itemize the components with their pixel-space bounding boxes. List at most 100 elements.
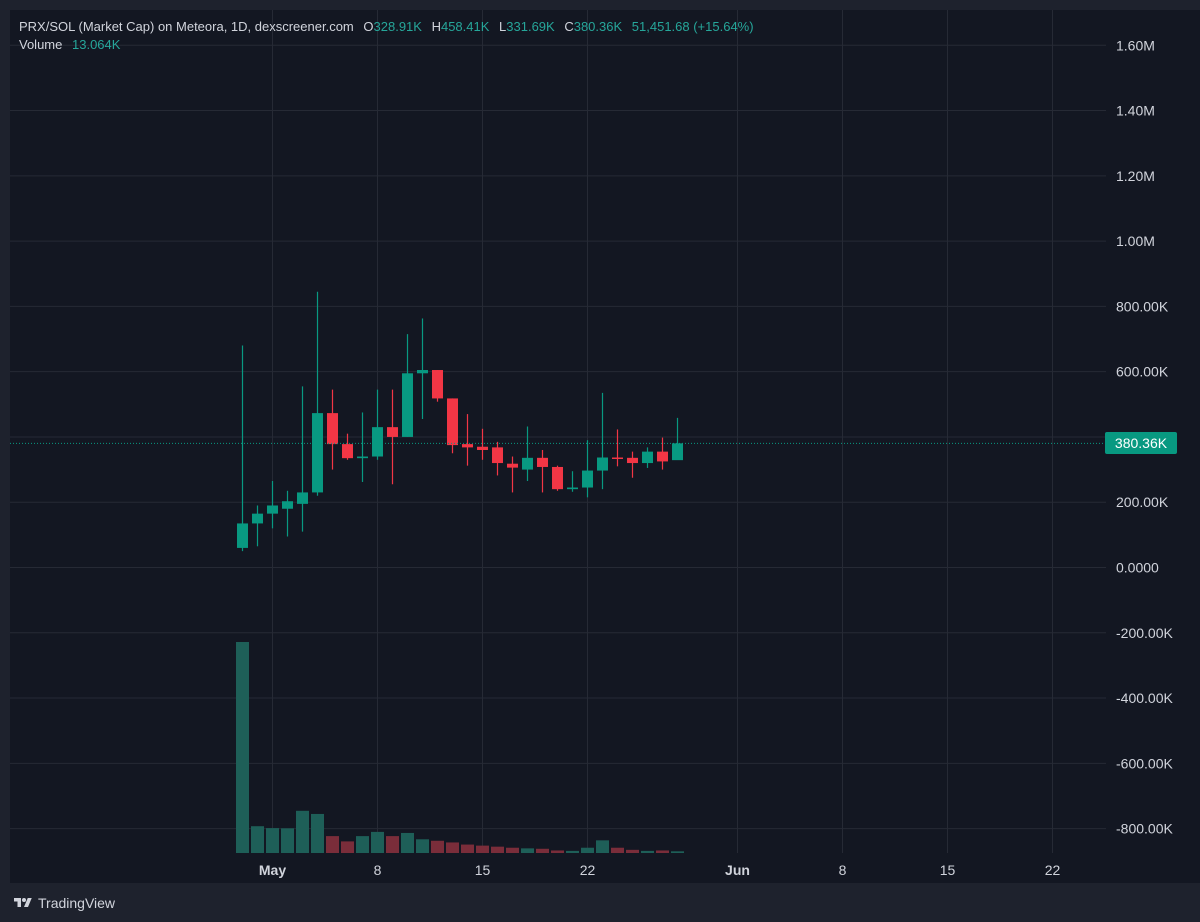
grid — [10, 10, 1106, 853]
volume-bar — [506, 847, 519, 853]
candle-body — [372, 427, 383, 457]
close-key: C — [564, 19, 574, 34]
candle[interactable] — [477, 428, 488, 460]
tradingview-brand[interactable]: TradingView — [12, 895, 115, 911]
price-tick-label: -800.00K — [1116, 821, 1173, 837]
ohlc-row: PRX/SOL (Market Cap) on Meteora, 1D, dex… — [19, 18, 754, 36]
volume-bar — [626, 849, 639, 853]
time-tick-label: 15 — [475, 862, 491, 878]
candle-body — [267, 505, 278, 514]
candle[interactable] — [297, 386, 308, 532]
price-tick-label: 1.60M — [1116, 37, 1155, 53]
time-tick-label: 22 — [580, 862, 596, 878]
candle[interactable] — [417, 318, 428, 419]
candle-body — [402, 373, 413, 437]
candle[interactable] — [237, 345, 248, 552]
volume-series — [236, 642, 684, 853]
candle[interactable] — [342, 433, 353, 460]
time-scale[interactable]: May 8 15 22 Jun 8 15 22 — [10, 853, 1106, 883]
candle[interactable] — [462, 414, 473, 466]
price-axis: 1.60M1.40M1.20M1.00M800.00K600.00K400.00… — [1116, 37, 1173, 837]
candle[interactable] — [432, 370, 443, 402]
high-value: 458.41K — [440, 19, 490, 34]
candle[interactable] — [507, 456, 518, 493]
candle[interactable] — [597, 392, 608, 490]
candlestick-series[interactable] — [237, 291, 683, 552]
candle[interactable] — [267, 481, 278, 529]
volume-bar — [491, 846, 504, 853]
volume-bar — [266, 828, 279, 853]
price-tick-label: -600.00K — [1116, 755, 1173, 771]
candle[interactable] — [357, 412, 368, 482]
volume-row: Volume 13.064K — [19, 36, 754, 54]
volume-bar — [611, 847, 624, 853]
candle[interactable] — [312, 291, 323, 496]
price-tick-label: 0.0000 — [1116, 560, 1159, 576]
candle-body — [447, 398, 458, 446]
candle-body — [432, 370, 443, 399]
volume-bar — [281, 828, 294, 853]
candle-body — [342, 444, 353, 459]
candle-body — [312, 413, 323, 493]
time-tick-label: 22 — [1045, 862, 1061, 878]
volume-bar — [461, 844, 474, 853]
candle-body — [612, 457, 623, 460]
candle-body — [627, 457, 638, 464]
candle[interactable] — [447, 398, 458, 454]
chart-pane[interactable]: PRX/SOL (Market Cap) on Meteora, 1D, dex… — [10, 10, 1106, 853]
footer: TradingView — [0, 883, 1200, 922]
candle[interactable] — [387, 389, 398, 485]
volume-bar — [671, 851, 684, 853]
candle[interactable] — [522, 426, 533, 482]
price-scale[interactable]: 1.60M1.40M1.20M1.00M800.00K600.00K400.00… — [1106, 10, 1200, 853]
candle[interactable] — [327, 389, 338, 470]
candle-body — [282, 501, 293, 509]
price-tick-label: 800.00K — [1116, 298, 1169, 314]
change-value: 51,451.68 (+15.64%) — [631, 19, 754, 34]
open-value: 328.91K — [373, 19, 422, 34]
candle[interactable] — [582, 440, 593, 498]
volume-bar — [596, 840, 609, 853]
price-tick-label: -400.00K — [1116, 690, 1173, 706]
candle[interactable] — [627, 451, 638, 478]
candle-body — [552, 466, 563, 490]
price-tick-label: 1.20M — [1116, 168, 1155, 184]
volume-bar — [476, 845, 489, 853]
volume-key[interactable]: Volume — [19, 37, 63, 52]
candle[interactable] — [252, 505, 263, 547]
candle[interactable] — [552, 465, 563, 491]
candle[interactable] — [372, 389, 383, 460]
candle-body — [357, 456, 368, 459]
candle[interactable] — [537, 449, 548, 493]
candle[interactable] — [657, 437, 668, 470]
price-tick-label: 200.00K — [1116, 494, 1169, 510]
price-chart[interactable] — [10, 10, 1106, 853]
volume-bar — [236, 642, 249, 853]
candle-body — [522, 457, 533, 470]
candle-body — [672, 443, 683, 461]
volume-bar — [416, 839, 429, 853]
volume-bar — [536, 848, 549, 853]
volume-bar — [551, 850, 564, 853]
candle-body — [237, 523, 248, 548]
candle-body — [657, 451, 668, 462]
candle[interactable] — [282, 490, 293, 537]
candle[interactable] — [612, 429, 623, 467]
time-tick-label: 8 — [374, 862, 382, 878]
candle[interactable] — [672, 417, 683, 461]
candle-body — [642, 451, 653, 464]
chart-legend: PRX/SOL (Market Cap) on Meteora, 1D, dex… — [19, 18, 754, 54]
volume-bar — [656, 850, 669, 853]
candle-body — [417, 370, 428, 374]
last-price-badge: 380.36K — [1105, 432, 1177, 454]
candle[interactable] — [642, 447, 653, 468]
volume-bar — [521, 848, 534, 853]
volume-bar — [341, 841, 354, 853]
candle-body — [477, 446, 488, 450]
candle[interactable] — [402, 334, 413, 437]
symbol-title[interactable]: PRX/SOL (Market Cap) on Meteora, 1D, dex… — [19, 19, 354, 34]
candle[interactable] — [492, 441, 503, 476]
candle[interactable] — [567, 471, 578, 492]
scale-corner — [1106, 853, 1200, 883]
candle-body — [462, 444, 473, 448]
